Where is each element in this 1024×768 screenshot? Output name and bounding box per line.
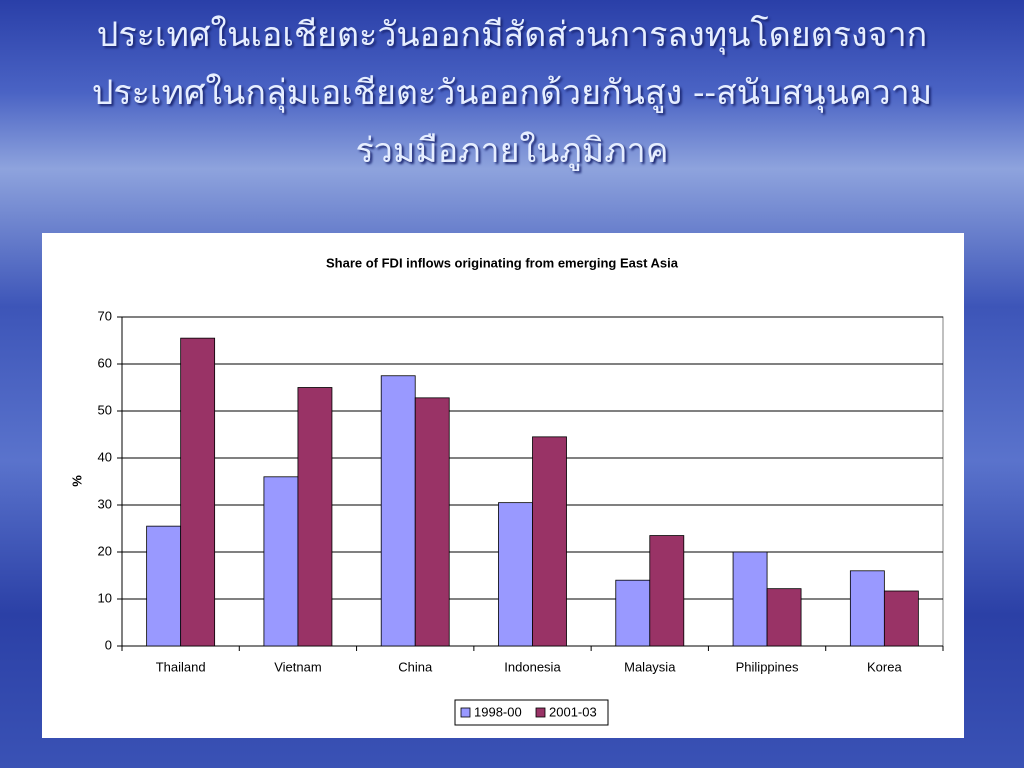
slide-title-line: ประเทศในเอเชียตะวันออกมีสัดส่วนการลงทุนโ…: [96, 15, 928, 55]
y-axis-label: %: [69, 475, 84, 487]
bar: [414, 397, 450, 647]
y-tick-label: 10: [98, 590, 112, 605]
bar: [766, 588, 802, 647]
x-tick-label: China: [398, 659, 433, 674]
y-tick-label: 60: [98, 355, 112, 370]
x-tick-label: Indonesia: [504, 659, 561, 674]
legend-swatch: [460, 707, 471, 718]
slide-title-line: ประเทศในกลุ่มเอเชียตะวันออกด้วยกันสูง --…: [91, 73, 933, 113]
x-tick-label: Philippines: [736, 659, 799, 674]
y-tick-label: 30: [98, 496, 112, 511]
y-tick-label: 50: [98, 402, 112, 417]
legend-label: 1998-00: [474, 704, 522, 719]
y-tick-label: 40: [98, 449, 112, 464]
bar: [532, 436, 567, 647]
x-tick-label: Korea: [867, 659, 902, 674]
y-tick-label: 70: [98, 308, 112, 323]
legend-box: [454, 699, 609, 726]
bar: [180, 337, 216, 647]
bar: [883, 590, 919, 647]
x-tick-label: Malaysia: [624, 659, 676, 674]
legend-swatch: [535, 707, 546, 718]
bar: [146, 525, 182, 647]
slide-title-line: ร่วมมือภายในภูมิภาค: [355, 131, 669, 171]
bar: [498, 502, 533, 647]
bar: [649, 535, 685, 647]
y-tick-label: 0: [105, 637, 112, 652]
bar: [263, 476, 299, 647]
legend-label: 2001-03: [549, 704, 597, 719]
x-tick-label: Thailand: [156, 659, 206, 674]
x-tick-label: Vietnam: [274, 659, 321, 674]
bar: [615, 579, 651, 647]
bar: [297, 387, 333, 647]
chart-title: Share of FDI inflows originating from em…: [326, 255, 679, 270]
bar: [732, 551, 768, 647]
slide-title: ประเทศในเอเชียตะวันออกมีสัดส่วนการลงทุนโ…: [0, 6, 1024, 180]
y-tick-label: 20: [98, 543, 112, 558]
bar: [380, 375, 416, 647]
bar: [849, 570, 885, 647]
